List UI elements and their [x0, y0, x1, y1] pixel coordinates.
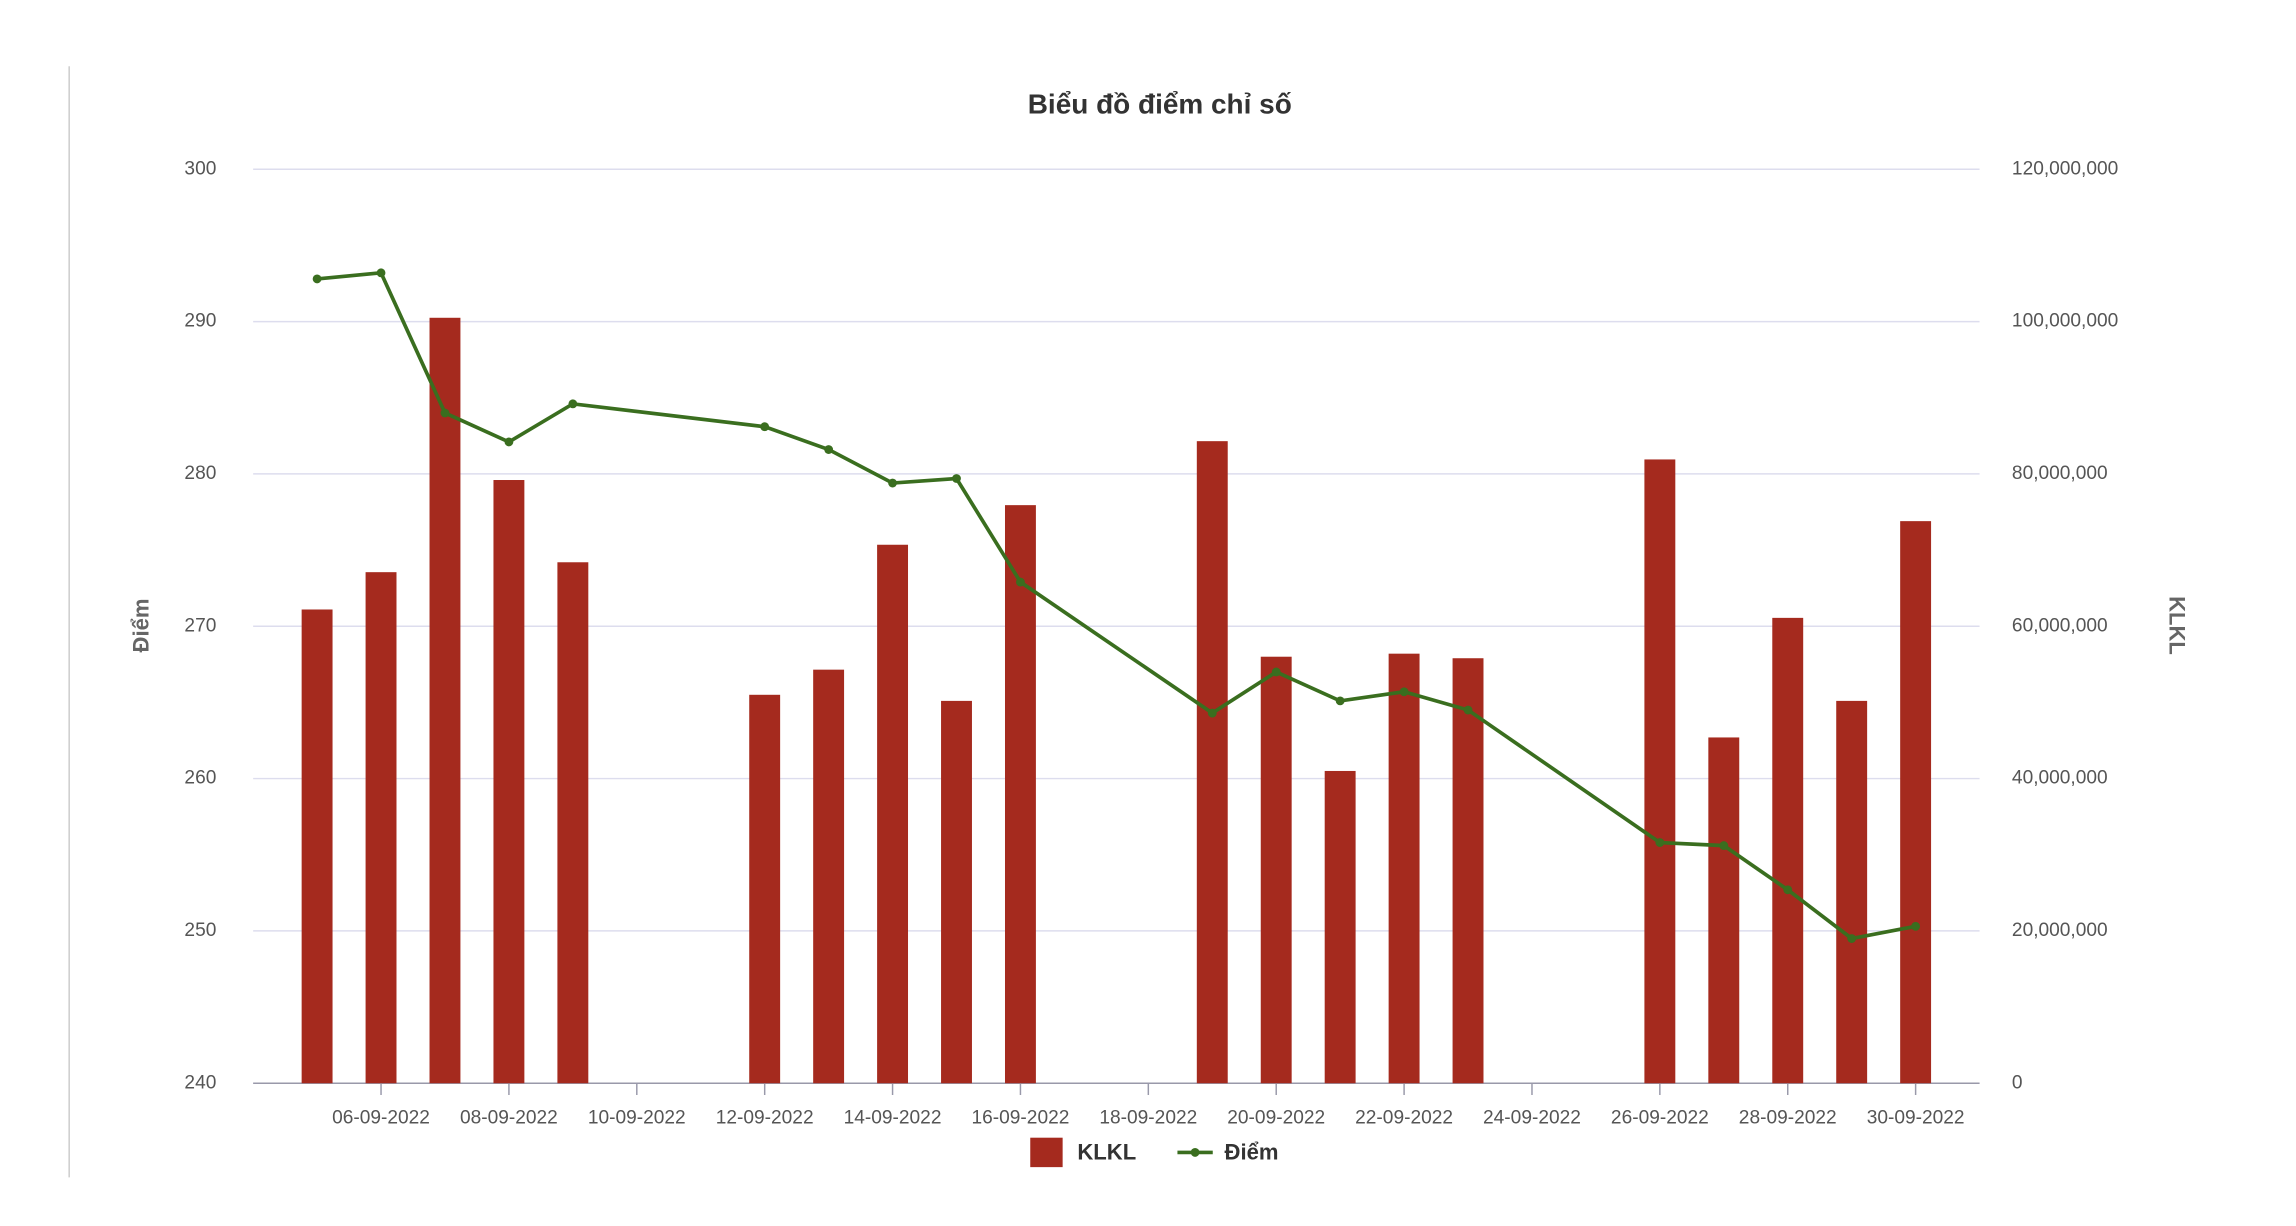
y-tick-label: 260 — [184, 768, 216, 789]
bar — [1004, 505, 1036, 1084]
legend-label: Điểm — [1225, 1140, 1279, 1165]
line-marker — [504, 437, 514, 447]
x-tick-label: 14-09-2022 — [844, 1108, 942, 1129]
bar — [941, 700, 972, 1084]
bar — [1708, 737, 1740, 1084]
legend-label: KLKL — [1077, 1140, 1136, 1165]
x-tick-label: 10-09-2022 — [588, 1108, 686, 1129]
bar — [749, 694, 781, 1084]
y-tick-label: 250 — [184, 920, 216, 941]
line-marker — [1911, 921, 1921, 931]
y2-tick-label: 60,000,000 — [2012, 615, 2108, 636]
line-marker — [1783, 885, 1793, 895]
x-tick-label: 06-09-2022 — [332, 1108, 430, 1129]
y2-axis-label: KLKL — [2164, 596, 2189, 655]
x-tick-label: 22-09-2022 — [1355, 1108, 1453, 1129]
y-tick-label: 270 — [184, 615, 216, 636]
bar — [365, 572, 397, 1084]
y-tick-label: 300 — [184, 158, 216, 179]
bar — [1260, 656, 1292, 1084]
bar — [493, 480, 525, 1084]
line-marker — [376, 268, 386, 278]
bar — [877, 544, 909, 1084]
line-marker — [1207, 708, 1217, 718]
line-marker — [1399, 687, 1409, 697]
x-tick-label: 16-09-2022 — [972, 1108, 1070, 1129]
line-marker — [760, 422, 770, 432]
line — [316, 270, 1916, 941]
y2-tick-label: 0 — [2012, 1072, 2023, 1093]
bar — [429, 317, 461, 1084]
chart-title: Biểu đồ điểm chỉ số — [1028, 88, 1292, 119]
legend-swatch — [1030, 1137, 1063, 1168]
y-tick-label: 290 — [184, 311, 216, 332]
bar — [1324, 770, 1356, 1084]
y-axis-label: Điểm — [129, 599, 154, 653]
y2-tick-label: 80,000,000 — [2012, 463, 2108, 484]
y2-tick-label: 120,000,000 — [2012, 158, 2118, 179]
y2-tick-label: 20,000,000 — [2012, 920, 2108, 941]
y-tick-label: 280 — [184, 463, 216, 484]
line-marker — [952, 474, 961, 483]
x-tick-label: 30-09-2022 — [1867, 1108, 1965, 1129]
line-marker — [1655, 838, 1665, 847]
y-tick-label: 240 — [184, 1072, 216, 1093]
bar — [1388, 653, 1420, 1084]
line-marker — [888, 478, 897, 488]
bar — [1836, 700, 1868, 1084]
line-marker — [1463, 705, 1473, 715]
line-marker — [1335, 696, 1345, 706]
x-tick-label: 20-09-2022 — [1227, 1108, 1325, 1129]
line-marker — [1016, 577, 1025, 587]
bar — [1900, 521, 1932, 1084]
line-marker — [1271, 667, 1281, 677]
x-tick-label: 28-09-2022 — [1739, 1108, 1837, 1129]
legend-swatch — [1190, 1147, 1200, 1157]
bar — [1644, 459, 1676, 1084]
line-marker — [312, 274, 322, 284]
bar — [1772, 617, 1804, 1084]
bar — [301, 609, 333, 1084]
bar — [1196, 441, 1228, 1084]
x-tick-label: 12-09-2022 — [716, 1108, 814, 1129]
line-marker — [568, 399, 578, 409]
x-tick-label: 26-09-2022 — [1611, 1108, 1709, 1129]
line-marker — [1719, 841, 1729, 851]
bar — [1452, 658, 1484, 1084]
x-tick-label: 08-09-2022 — [460, 1108, 558, 1129]
y2-tick-label: 100,000,000 — [2012, 311, 2118, 332]
x-tick-label: 24-09-2022 — [1483, 1108, 1581, 1129]
bar — [557, 562, 589, 1084]
bar — [813, 669, 845, 1084]
line-marker — [824, 445, 834, 454]
x-tick-label: 18-09-2022 — [1099, 1108, 1197, 1129]
line-marker — [440, 408, 450, 418]
y2-tick-label: 40,000,000 — [2012, 768, 2108, 789]
line-marker — [1847, 934, 1857, 943]
